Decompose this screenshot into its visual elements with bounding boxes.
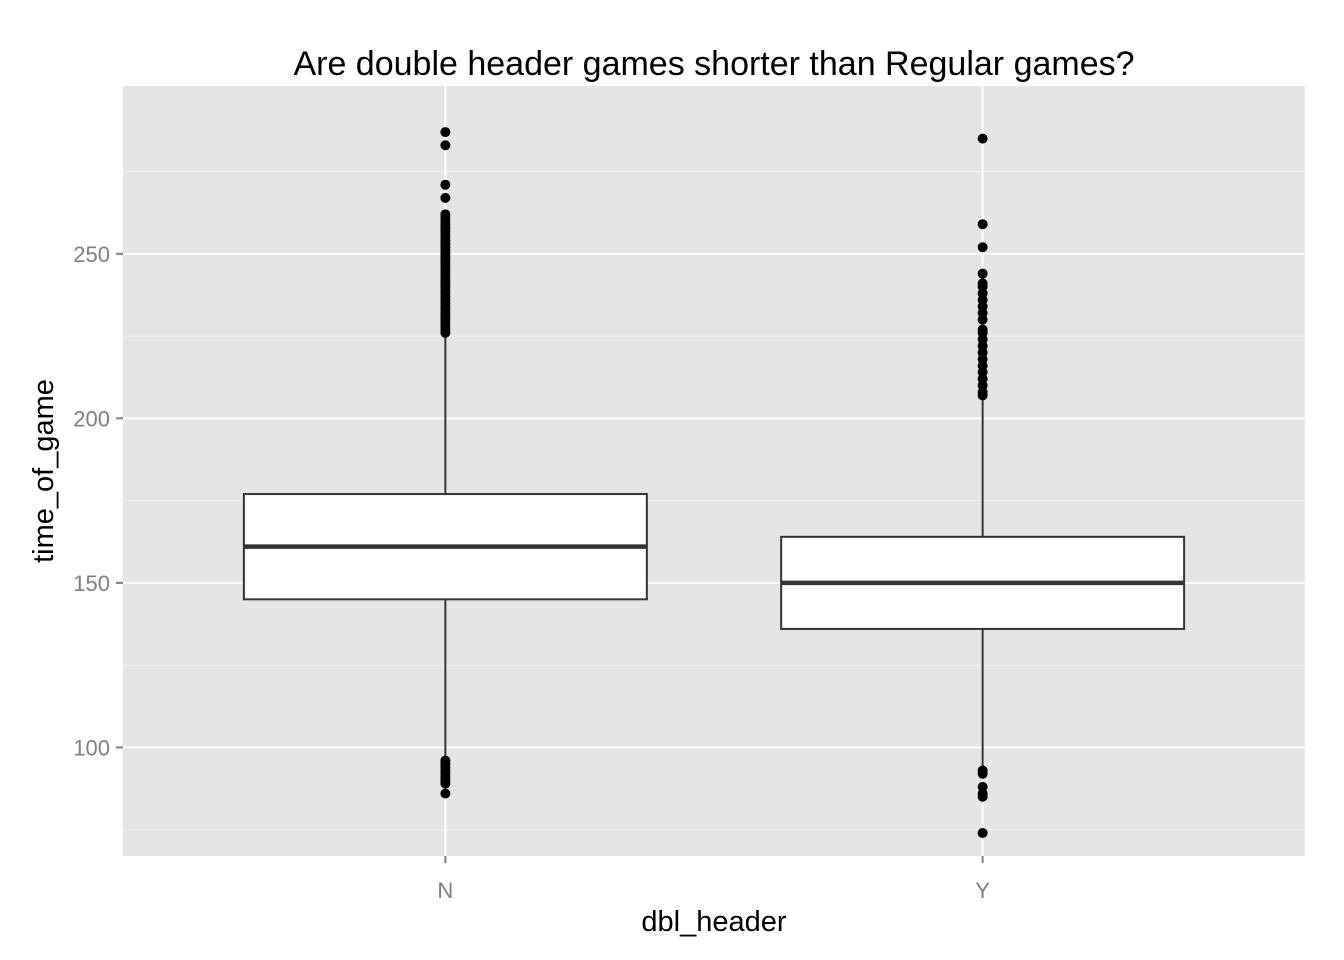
box-y [780,133,1186,838]
axis-ticks: 100 150 200 250 N Y [73,242,990,903]
x-tick-label: N [437,878,453,903]
outlier-point [977,219,988,230]
outlier-point [440,140,451,151]
outlier-point [977,133,988,144]
y-tick-label: 150 [73,571,110,596]
outlier-point [440,788,451,799]
outlier-point [977,827,988,838]
y-tick-label: 250 [73,242,110,267]
box-layer [242,127,1186,838]
panel-background [123,86,1305,856]
outlier-point [977,765,988,776]
x-tick-label: Y [975,878,990,903]
y-axis-title: time_of_game [28,379,60,563]
y-tick-label: 200 [73,406,110,431]
outlier-point [440,209,451,220]
y-tick-label: 100 [73,735,110,760]
outlier-point [977,324,988,335]
outlier-point [440,192,451,203]
outlier-point [977,781,988,792]
outlier-point [440,127,451,138]
outlier-point [440,755,451,766]
outlier-point [440,179,451,190]
x-axis-title: dbl_header [641,906,786,938]
outlier-point [977,268,988,279]
chart-title: Are double header games shorter than Reg… [293,45,1134,83]
outlier-point [977,278,988,289]
box-n [242,127,648,799]
outlier-point [977,242,988,253]
